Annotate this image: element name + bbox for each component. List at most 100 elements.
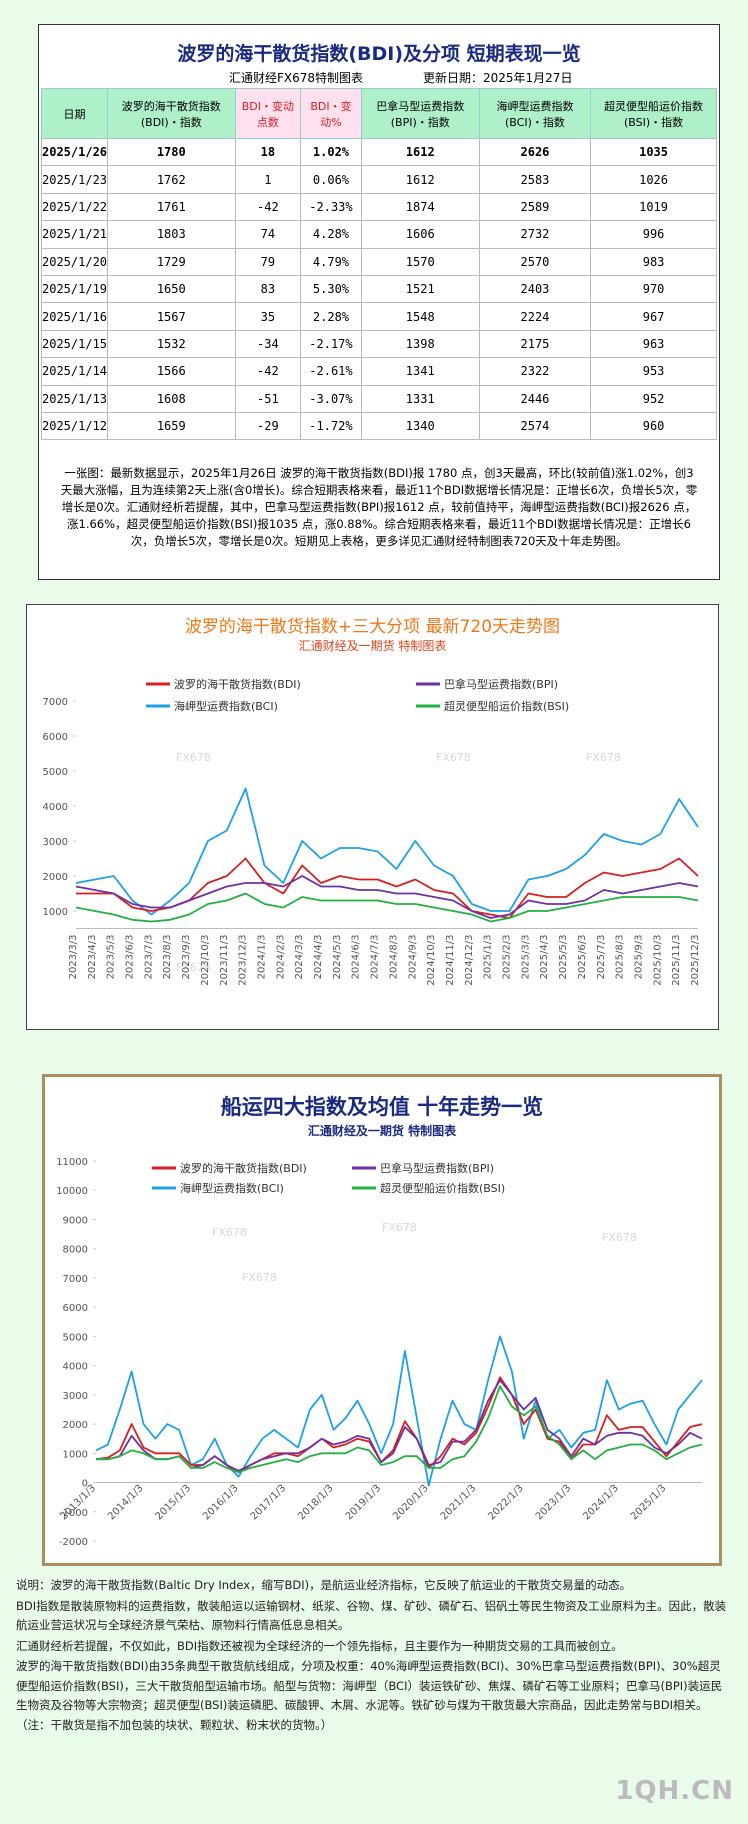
header-cell: 巴拿马型运费指数(BPI)・指数 (360, 88, 480, 139)
table-cell: 35 (234, 302, 302, 331)
y-tick-label: -2000 (59, 1537, 88, 1548)
table-cell: 4.28% (300, 220, 362, 249)
table-title: 波罗的海干散货指数(BDI)及分项 短期表现一览 (177, 43, 581, 65)
series-line (75, 787, 699, 916)
x-tick-label: 2025/10/3 (652, 935, 663, 986)
table-cell: -1.72% (300, 411, 362, 441)
table-cell: 2322 (478, 357, 592, 386)
table-cell: 1 (234, 165, 302, 194)
y-tick-label: -1000 (59, 1508, 88, 1519)
x-tick-label: 2024/2/3 (275, 935, 286, 980)
table-row: 2025/1/14 1566 -42 -2.61% 1341 2322 953 (40, 357, 717, 386)
series-line (95, 1376, 703, 1474)
x-tick-label: 2024/6/3 (351, 935, 362, 980)
legend-label: 海岬型运费指数(BCI) (174, 699, 278, 713)
table-cell: 1019 (590, 192, 717, 222)
table-cell: 953 (590, 357, 717, 386)
legend-label: 超灵便型船运价指数(BSI) (444, 699, 569, 713)
watermark: FX678 (242, 1271, 277, 1284)
table-cell: 2403 (478, 274, 592, 304)
watermark: FX678 (436, 751, 471, 764)
chart-subtitle: 汇通财经及一期货 特制图表 (299, 638, 447, 653)
table-cell: 1532 (107, 329, 236, 359)
series-line (96, 1379, 703, 1472)
x-tick-label: 2025/2/3 (502, 935, 513, 980)
table-cell: -29 (234, 411, 302, 441)
y-tick-label: 2000 (63, 1420, 88, 1431)
y-tick-label: 7000 (43, 697, 68, 708)
legend-label: 巴拿马型运费指数(BPI) (444, 677, 558, 691)
table-cell: 967 (590, 302, 717, 331)
table-cell: 2570 (478, 247, 592, 276)
table-cell: 970 (590, 274, 717, 304)
table-cell: 1.02% (300, 137, 362, 167)
header-cell: BDI・变动% (300, 88, 362, 139)
header-cell: 日期 (40, 88, 109, 139)
table-cell: 2025/1/16 (40, 302, 109, 331)
header-cell: 超灵便型船运价指数(BSI)・指数 (590, 88, 717, 139)
watermark: FX678 (586, 751, 621, 764)
table-cell: 2025/1/21 (40, 220, 109, 249)
x-tick-label: 2023/5/3 (106, 935, 117, 980)
legend-label: 巴拿马型运费指数(BPI) (380, 1161, 494, 1175)
table-cell: -2.61% (300, 357, 362, 386)
table-cell: 1780 (107, 137, 236, 167)
header-cell: 波罗的海干散货指数(BDI)・指数 (107, 88, 236, 139)
table-cell: 2574 (478, 411, 592, 441)
x-tick-label: 2025/12/3 (690, 935, 701, 986)
table-cell: 2025/1/13 (40, 384, 109, 413)
table-cell: 1341 (360, 357, 480, 386)
table-cell: -42 (234, 357, 302, 386)
x-tick-label: 2025/3/3 (520, 935, 531, 980)
x-tick-label: 2024/11/3 (445, 935, 456, 986)
watermark: FX678 (212, 1226, 247, 1239)
table-cell: 2.28% (300, 302, 362, 331)
y-tick-label: 9000 (63, 1215, 88, 1226)
legend-label: 超灵便型船运价指数(BSI) (380, 1181, 505, 1195)
x-tick-label: 2024/1/3 (256, 935, 267, 980)
table-cell: 952 (590, 384, 717, 413)
note-paragraph: 说明：波罗的海干散货指数(Baltic Dry Index，缩写BDI)，是航运… (16, 1578, 632, 1592)
y-tick-label: 0 (82, 1479, 88, 1490)
table-cell: 2446 (478, 384, 592, 413)
legend-label: 波罗的海干散货指数(BDI) (180, 1161, 307, 1175)
table-cell: 1026 (590, 165, 717, 194)
table-cell: 18 (234, 137, 302, 167)
y-tick-label: 5000 (43, 767, 68, 778)
header-row: 日期 波罗的海干散货指数(BDI)・指数 BDI・变动点数 BDI・变动% 巴拿马型运费… (40, 88, 717, 139)
notes: 说明：波罗的海干散货指数(Baltic Dry Index，缩写BDI)，是航运… (16, 1576, 732, 1736)
x-tick-label: 2023/6/3 (125, 935, 136, 980)
x-tick-label: 2024/12/3 (464, 935, 475, 986)
y-tick-label: 7000 (63, 1274, 88, 1285)
legend-label: 海岬型运费指数(BCI) (180, 1181, 284, 1195)
x-tick-label: 2025/1/3 (483, 935, 494, 980)
x-tick-label: 2024/4/3 (313, 935, 324, 980)
table-cell: 1729 (107, 247, 236, 276)
table-cell: 1566 (107, 357, 236, 386)
table-cell: 963 (590, 329, 717, 359)
table-cell: 2732 (478, 220, 592, 249)
x-tick-label: 2023/4/3 (87, 935, 98, 980)
watermark: FX678 (176, 751, 211, 764)
table-row: 2025/1/19 1650 83 5.30% 1521 2403 970 (40, 274, 717, 304)
chart-title: 波罗的海干散货指数+三大分项 最新720天走势图 (185, 617, 560, 637)
x-tick-label: 2025/11/3 (671, 935, 682, 986)
y-tick-label: 6000 (43, 732, 68, 743)
watermark: FX678 (176, 961, 211, 974)
table-cell: 0.06% (300, 165, 362, 194)
note-paragraph: 波罗的海干散货指数(BDI)由35条典型干散货航线组成，分项及权重：40%海岬型… (16, 1659, 723, 1732)
table-cell: 1650 (107, 274, 236, 304)
table-cell: 1340 (360, 411, 480, 441)
table-cell: 2025/1/22 (40, 192, 109, 222)
x-tick-label: 2024/7/3 (370, 935, 381, 980)
table-cell: 996 (590, 220, 717, 249)
x-tick-label: 2025/7/3 (596, 935, 607, 980)
y-tick-label: 4000 (43, 802, 68, 813)
summary-text: 一张图：最新数据显示，2025年1月26日 波罗的海干散货指数(BDI)报 17… (60, 466, 698, 548)
table-cell: 2025/1/20 (40, 247, 109, 276)
table-cell: 1803 (107, 220, 236, 249)
table-cell: 2025/1/19 (40, 274, 109, 304)
table-cell: 79 (234, 247, 302, 276)
y-tick-label: 3000 (63, 1391, 88, 1402)
